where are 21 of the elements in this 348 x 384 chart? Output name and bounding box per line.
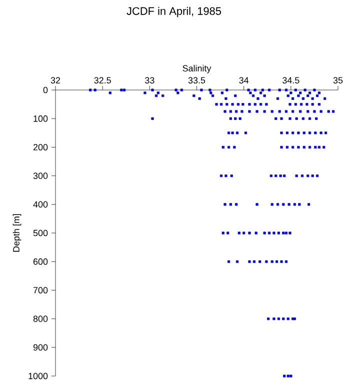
y-tick-label: 300 (33, 172, 48, 179)
y-axis-title: Depth [m] (12, 214, 22, 252)
x-tick-label: 33 (145, 77, 154, 84)
y-tick-label: 200 (33, 144, 48, 150)
x-tick-label: 35 (333, 77, 343, 84)
chart-title: JCDF in April, 1985 (126, 6, 222, 18)
x-tick-label: 32 (50, 77, 60, 84)
x-tick-label: 34 (239, 77, 249, 84)
y-tick-label: 100 (34, 115, 48, 122)
y-tick-label: 900 (33, 344, 48, 351)
y-tick-label: 600 (33, 258, 48, 265)
y-tick-label: 0 (43, 86, 48, 94)
x-tick-label: 32.5 (94, 77, 111, 84)
y-tick-label: 400 (33, 201, 48, 208)
x-tick-label: 33.5 (188, 77, 206, 84)
x-tick-label: 34.5 (282, 77, 300, 84)
y-tick-label: 1000 (28, 372, 48, 380)
y-tick-label: 800 (33, 316, 48, 322)
x-axis-title: Salinity (182, 64, 212, 74)
y-tick-label: 700 (33, 287, 48, 294)
y-tick-label: 500 (33, 230, 48, 236)
